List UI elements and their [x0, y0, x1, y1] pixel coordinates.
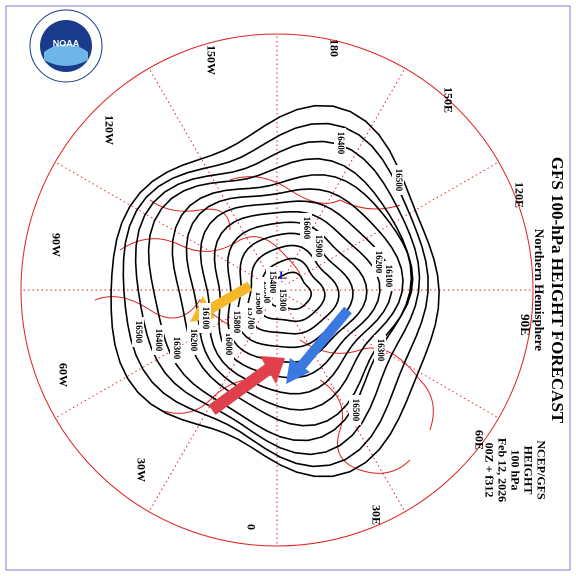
contour	[199, 200, 393, 395]
longitude-label: 150W	[204, 45, 218, 75]
contour-label: 16300	[376, 339, 386, 362]
contour	[134, 140, 421, 456]
info-line: Feb 12, 2026	[495, 438, 509, 502]
longitude-label: 120W	[102, 115, 116, 145]
contour-label: 16200	[189, 329, 199, 352]
contour	[185, 188, 404, 411]
contour-label-bg	[382, 261, 394, 291]
contour-label-bg	[372, 247, 384, 277]
contour-label-bg	[230, 307, 242, 337]
contour	[213, 211, 381, 379]
contour-label: 15600	[254, 292, 264, 315]
longitude-label: 60E	[472, 430, 486, 450]
contour-label: 16000	[224, 333, 234, 356]
longitude-label: 90W	[49, 233, 63, 257]
longitude-label: 60W	[56, 363, 70, 387]
contour-label: 15900	[314, 235, 324, 258]
contour-label: 16100	[384, 265, 394, 288]
contour-label-bg	[187, 325, 199, 355]
contour-label: 15400	[268, 271, 278, 294]
contour-label: 16400	[154, 329, 164, 352]
longitude-label: 180	[327, 39, 341, 57]
contour-label: 16500	[351, 399, 361, 422]
contour-label-bg	[349, 395, 361, 425]
contour-label-bg	[334, 128, 346, 158]
contour-label: 16500	[134, 321, 144, 344]
svg-text:NOAA: NOAA	[53, 38, 80, 48]
contour-label-bg	[199, 303, 211, 333]
contour-label: 16200	[374, 251, 384, 274]
contour-label-bg	[152, 325, 164, 355]
title: GFS 100-hPa HEIGHT FORECAST	[548, 157, 567, 424]
info-line: HEIGHT	[521, 446, 535, 495]
contour-label-bg	[170, 333, 182, 363]
contour-label-bg	[392, 165, 404, 195]
contour-label: 16300	[172, 337, 182, 360]
contour-label-bg	[312, 231, 324, 261]
contour-label-bg	[374, 335, 386, 365]
contour-label: 15800	[232, 311, 242, 334]
contour-label-bg	[276, 285, 288, 315]
hemisphere-boundary	[20, 33, 534, 547]
center-meridian: 90E	[518, 314, 533, 336]
info-line: NCEP/GFS	[534, 440, 548, 500]
contour	[147, 157, 413, 442]
longitude-label: 0	[244, 524, 258, 530]
arrows	[190, 281, 352, 415]
info-line: 00Z + f312	[482, 443, 496, 498]
longitude-label: 150E	[441, 87, 455, 113]
low-marker: L	[279, 268, 287, 282]
contour-label: 15700	[246, 307, 256, 330]
longitude-label: 120E	[512, 182, 526, 208]
contour-label: 16500	[394, 169, 404, 192]
subtitle: Northern Hemisphere	[532, 229, 547, 351]
contour-label-bg	[300, 213, 312, 243]
longitude-label: 30E	[369, 505, 383, 525]
contour-label-bg	[266, 267, 278, 297]
info-line: 100 hPa	[508, 449, 522, 490]
contour-label: 16400	[336, 132, 346, 155]
contour-label: 16600	[302, 217, 312, 240]
contour-label: 15300	[278, 289, 288, 312]
contour	[110, 104, 440, 478]
longitude-label: 30W	[134, 458, 148, 482]
contour-label-bg	[132, 317, 144, 347]
noaa-logo: NOAA	[29, 9, 103, 83]
contour-label: 16100	[201, 307, 211, 330]
contour	[122, 122, 429, 468]
contour	[246, 244, 340, 335]
